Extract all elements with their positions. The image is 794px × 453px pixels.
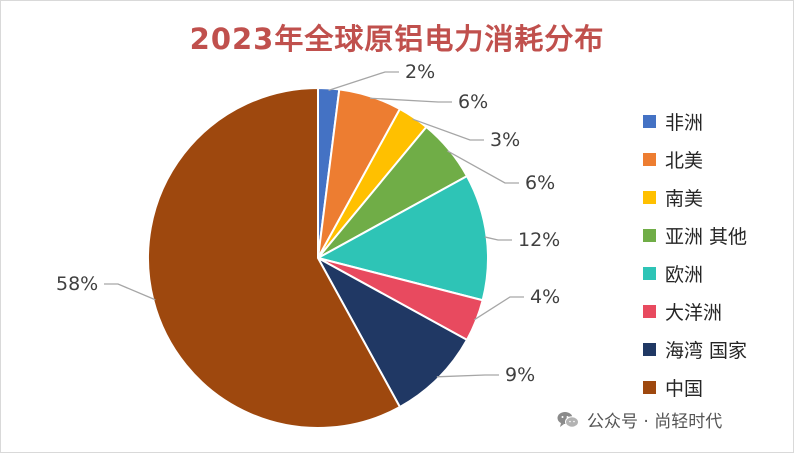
leader-line-7 — [436, 374, 499, 378]
leader-line-4 — [447, 150, 519, 184]
legend-item-7: 海湾 国家 — [643, 330, 793, 368]
data-label-8: 58% — [56, 273, 98, 295]
legend-swatch-6 — [643, 304, 656, 318]
leader-line-2 — [369, 97, 452, 103]
leader-line-3 — [412, 118, 484, 141]
legend-swatch-8 — [643, 380, 656, 394]
wechat-icon — [557, 411, 579, 428]
legend-swatch-3 — [643, 190, 656, 204]
data-label-5: 12% — [518, 229, 560, 251]
legend-label-2: 北美 — [665, 149, 704, 172]
legend-item-3: 南美 — [643, 178, 793, 216]
watermark: 公众号 · 尚轻时代 — [557, 407, 722, 432]
leader-line-8 — [104, 283, 156, 301]
legend-item-1: 非洲 — [643, 102, 793, 140]
legend-item-8: 中国 — [643, 368, 793, 406]
data-label-4: 6% — [525, 172, 555, 194]
chart-title: 2023年全球原铝电力消耗分布 — [189, 22, 605, 56]
legend-swatch-4 — [643, 228, 656, 242]
legend-label-8: 中国 — [665, 377, 704, 400]
legend-label-1: 非洲 — [665, 111, 704, 134]
legend-swatch-5 — [643, 266, 656, 280]
legend-label-4: 亚洲 其他 — [665, 225, 748, 248]
pie-slices — [147, 86, 489, 429]
leader-line-1 — [328, 71, 399, 91]
legend-swatch-1 — [643, 114, 656, 128]
pie-slice-5 — [315, 174, 489, 302]
pie-slice-8 — [147, 86, 402, 429]
data-label-1: 2% — [405, 61, 435, 83]
pie-slice-7 — [315, 255, 469, 409]
legend-label-7: 海湾 国家 — [665, 339, 748, 362]
watermark-text: 公众号 · 尚轻时代 — [587, 412, 723, 432]
percentage-labels: 2% 6%3%6% 12% 4% 9% 58% — [56, 61, 560, 386]
legend-item-5: 欧洲 — [643, 254, 793, 292]
leader-line-5 — [484, 236, 512, 241]
legend-label-6: 大洋洲 — [665, 301, 723, 324]
legend-label-3: 南美 — [665, 187, 704, 210]
legend-swatch-7 — [643, 342, 656, 356]
legend-item-6: 大洋洲 — [643, 292, 793, 330]
data-label-2: 6% — [458, 91, 488, 113]
data-label-3: 3% — [490, 129, 520, 151]
legend-item-2: 北美 — [643, 140, 793, 178]
legend-label-5: 欧洲 — [665, 263, 704, 286]
data-label-7: 9% — [505, 364, 535, 386]
legend: 非洲北美南美亚洲 其他欧洲大洋洲海湾 国家中国 — [643, 102, 793, 406]
leader-lines — [104, 71, 524, 378]
legend-item-4: 亚洲 其他 — [643, 216, 793, 254]
leader-line-6 — [473, 296, 524, 321]
data-label-6: 4% — [530, 286, 560, 308]
legend-swatch-2 — [643, 152, 656, 166]
